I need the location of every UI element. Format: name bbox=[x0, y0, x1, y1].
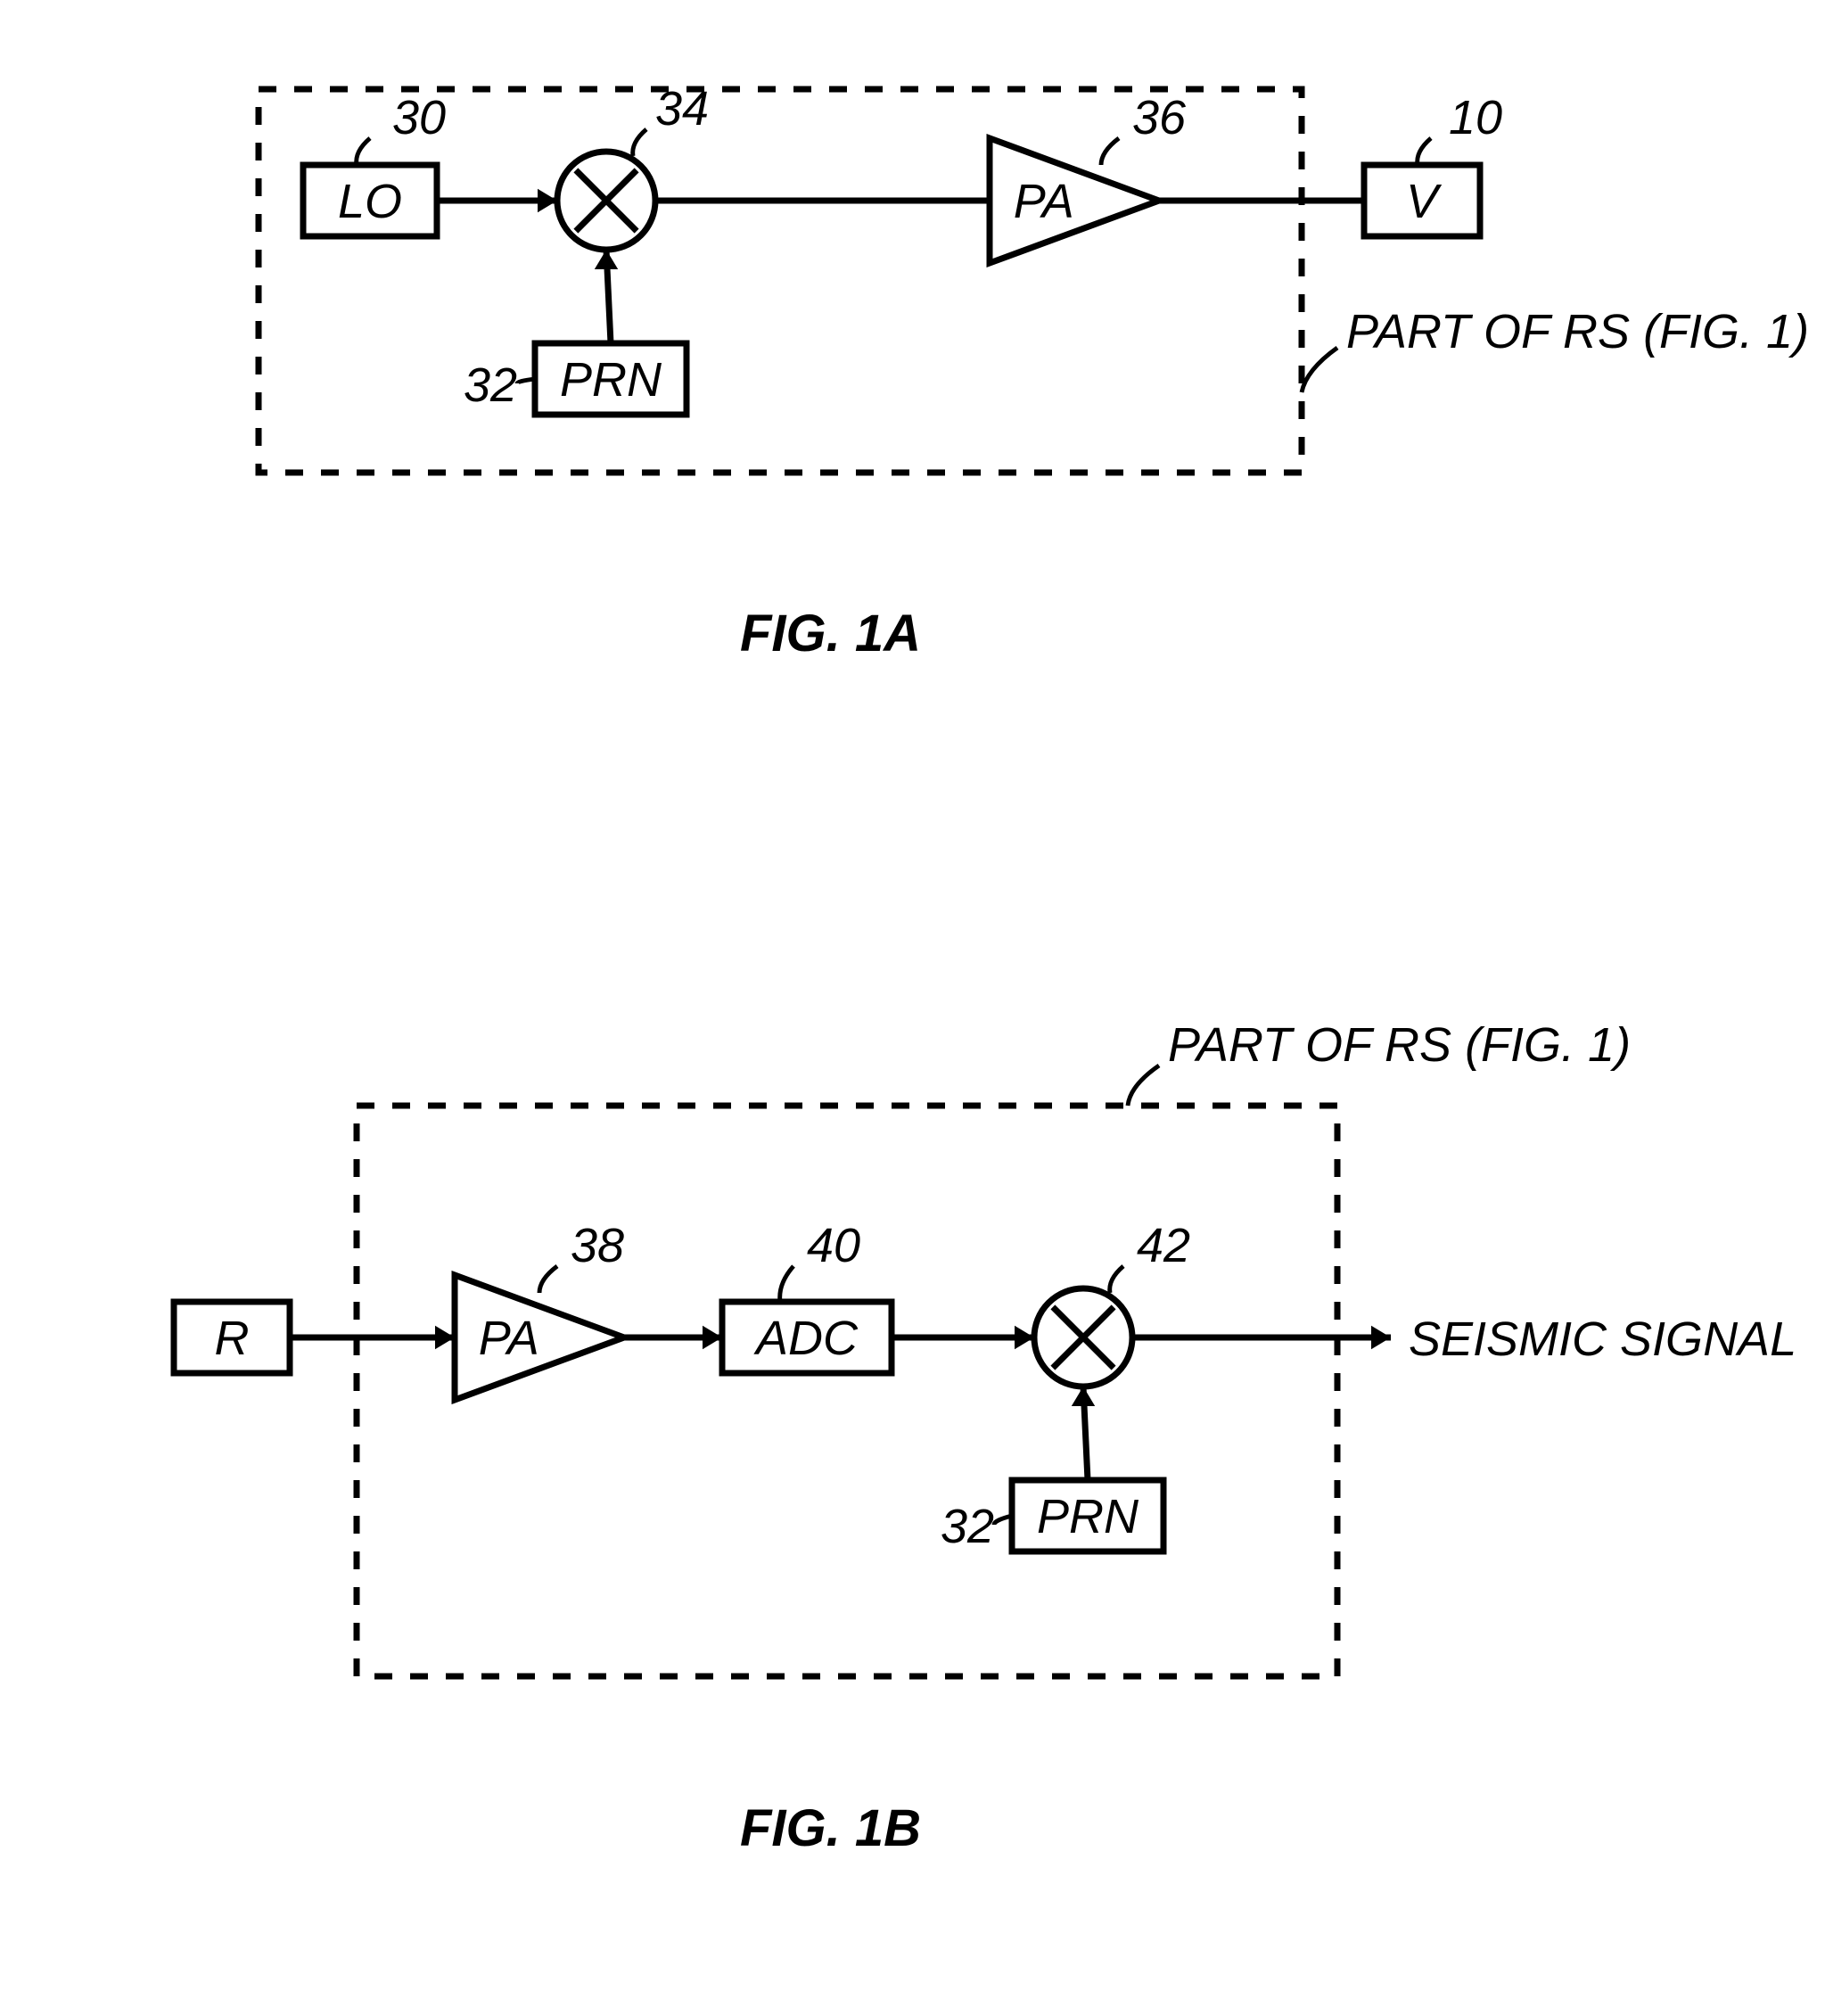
fig1b-caption: FIG. 1B bbox=[740, 1799, 921, 1857]
svg-text:ADC: ADC bbox=[753, 1312, 859, 1365]
svg-text:40: 40 bbox=[807, 1219, 860, 1272]
svg-text:42: 42 bbox=[1137, 1219, 1190, 1272]
svg-text:R: R bbox=[215, 1312, 250, 1365]
svg-text:34: 34 bbox=[655, 82, 709, 136]
svg-text:32: 32 bbox=[464, 358, 517, 412]
svg-text:10: 10 bbox=[1449, 91, 1502, 144]
diagram-canvas: LO 30 PRN 32 34 PA 36 V10 PART OF RS (FIG. 1) FIG… bbox=[0, 0, 1825, 2016]
svg-text:PA: PA bbox=[479, 1312, 539, 1365]
fig1a-caption: FIG. 1A bbox=[740, 605, 921, 662]
svg-text:PRN: PRN bbox=[560, 353, 662, 407]
svg-text:V: V bbox=[1406, 175, 1443, 228]
svg-text:PA: PA bbox=[1014, 175, 1074, 228]
svg-text:36: 36 bbox=[1132, 91, 1187, 144]
svg-text:30: 30 bbox=[392, 91, 446, 144]
svg-text:38: 38 bbox=[571, 1219, 624, 1272]
fig1a-annotation: PART OF RS (FIG. 1) bbox=[1346, 305, 1809, 358]
svg-text:PRN: PRN bbox=[1037, 1490, 1139, 1543]
fig1a-dashed-box bbox=[259, 89, 1302, 473]
fig1b-annotation: PART OF RS (FIG. 1) bbox=[1168, 1018, 1631, 1072]
fig1b-dashed-box bbox=[357, 1106, 1337, 1676]
svg-text:32: 32 bbox=[941, 1500, 994, 1553]
fig1b-output-label: SEISMIC SIGNAL bbox=[1409, 1312, 1796, 1366]
svg-text:LO: LO bbox=[338, 175, 402, 228]
